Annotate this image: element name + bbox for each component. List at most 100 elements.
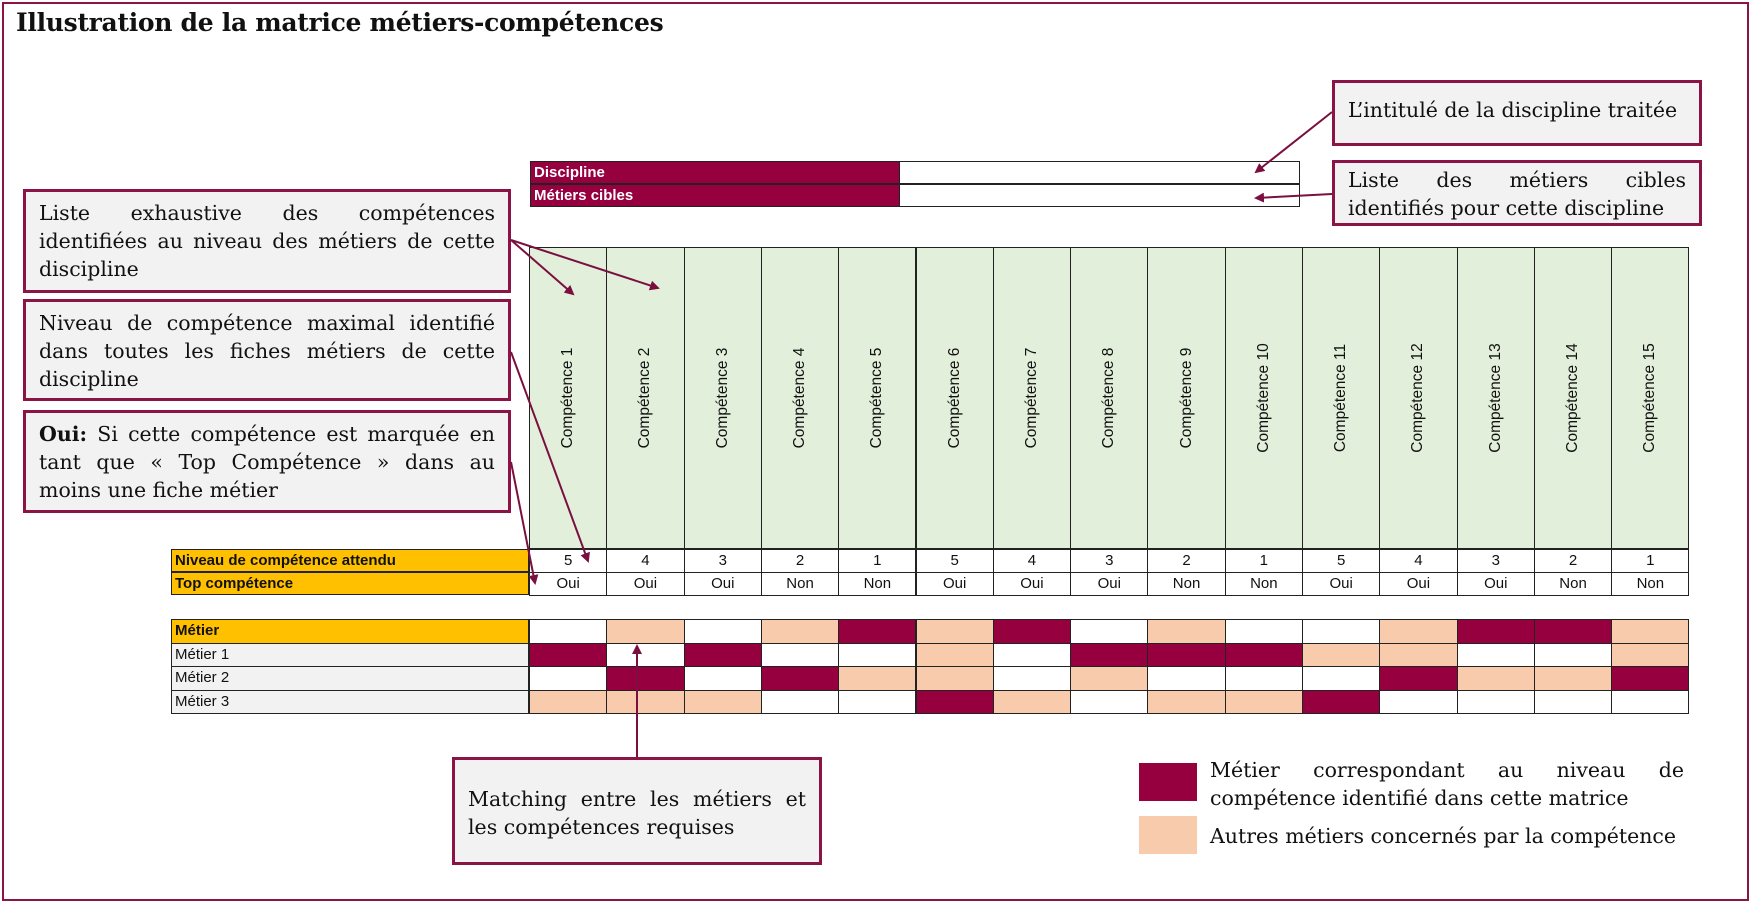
competence-header-label: Compétence 5: [868, 347, 886, 449]
matrix-cell: [1456, 666, 1535, 691]
matrix-cell: [1533, 689, 1613, 714]
matrix-cell: [1379, 689, 1458, 714]
matrix-cell: [1224, 642, 1303, 667]
matrix-cell: [1070, 619, 1149, 644]
legend-swatch-other: [1139, 816, 1197, 854]
matrix-cell: [1456, 689, 1535, 714]
competence-header: Compétence 7: [992, 247, 1072, 549]
competence-header: Compétence 5: [838, 247, 917, 549]
competence-header-label: Compétence 1: [559, 347, 577, 449]
matrix-cell: [1147, 666, 1226, 691]
competence-header-label: Compétence 11: [1332, 343, 1350, 453]
top-value-cell: Oui: [683, 572, 762, 596]
matrix-cell: [1302, 619, 1381, 644]
top-value-cell: Oui: [1302, 572, 1381, 596]
discipline-label: Discipline: [534, 164, 605, 181]
matrix-row-label: Métier 1: [171, 642, 529, 667]
top-value-cell: Oui: [529, 572, 608, 596]
callout-top-bold: Oui:: [39, 422, 88, 446]
competence-header-label: Compétence 6: [945, 347, 963, 449]
legend-swatch-match: [1139, 763, 1197, 801]
competence-header-label: Compétence 15: [1641, 343, 1659, 453]
callout-max-level: Niveau de compétence maximal identifié d…: [23, 299, 511, 401]
competence-header-label: Compétence 10: [1254, 343, 1272, 453]
matrix-cell: [1533, 642, 1613, 667]
level-value-cell: 1: [838, 549, 917, 573]
legend-other-text: Autres métiers concernés par la compéten…: [1210, 824, 1677, 848]
matrix-cell: [1611, 619, 1690, 644]
matrix-cell: [1611, 642, 1690, 667]
top-value-cell: Oui: [915, 572, 994, 596]
matrix-cell: [529, 689, 608, 714]
matrix-cell: [1070, 689, 1149, 714]
target-jobs-label: Métiers cibles: [534, 187, 634, 204]
matrix-row-label-text: Métier: [175, 622, 220, 639]
matrix-cell: [1379, 642, 1458, 667]
matrix-cell: [992, 666, 1072, 691]
matrix-cell: [992, 689, 1072, 714]
competence-header: Compétence 2: [606, 247, 685, 549]
matrix-cell: [529, 666, 608, 691]
matrix-cell: [992, 619, 1072, 644]
competence-header: Compétence 13: [1456, 247, 1535, 549]
matrix-cell: [1224, 619, 1303, 644]
matrix-cell: [1302, 642, 1381, 667]
level-value-cell: 2: [1147, 549, 1226, 573]
top-row-label: Top compétence: [171, 572, 529, 595]
matrix-cell: [683, 666, 762, 691]
callout-max-level-text: Niveau de compétence maximal identifié d…: [39, 311, 495, 391]
competence-header-label: Compétence 4: [791, 347, 809, 449]
callout-target-jobs-text: Liste des métiers cibles identifiés pour…: [1348, 168, 1686, 220]
matrix-cell: [1379, 619, 1458, 644]
matrix-cell: [1070, 666, 1149, 691]
level-value-cell: 5: [529, 549, 608, 573]
matrix-cell: [529, 619, 608, 644]
matrix-cell: [529, 642, 608, 667]
matrix-row-label: Métier 2: [171, 666, 529, 691]
matrix-cell: [838, 689, 917, 714]
competence-header-label: Compétence 9: [1177, 347, 1195, 449]
matrix-cell: [1224, 689, 1303, 714]
matrix-cell: [838, 666, 917, 691]
matrix-cell: [606, 642, 685, 667]
legend-match-text: Métier correspondant au niveau de compét…: [1210, 758, 1684, 810]
matrix-cell: [915, 689, 994, 714]
competence-header: Compétence 14: [1533, 247, 1613, 549]
matrix-cell: [1611, 666, 1690, 691]
matrix-cell: [1533, 619, 1613, 644]
matrix-row-label: Métier: [171, 619, 529, 644]
target-jobs-value-cell: [899, 184, 1300, 207]
page-title: Illustration de la matrice métiers-compé…: [16, 8, 664, 37]
level-value-cell: 1: [1611, 549, 1690, 573]
callout-discipline-title: L’intitulé de la discipline traitée: [1332, 80, 1702, 146]
competence-header: Compétence 15: [1611, 247, 1690, 549]
matrix-cell: [1070, 642, 1149, 667]
competence-header: Compétence 1: [529, 247, 608, 549]
callout-skills-list: Liste exhaustive des compétences identif…: [23, 189, 511, 293]
discipline-label-cell: Discipline: [530, 161, 900, 184]
competence-header-label: Compétence 8: [1100, 347, 1118, 449]
top-value-cell: Oui: [606, 572, 685, 596]
level-value-cell: 5: [915, 549, 994, 573]
competence-header: Compétence 12: [1379, 247, 1458, 549]
level-value-cell: 2: [760, 549, 840, 573]
target-jobs-label-cell: Métiers cibles: [530, 184, 900, 207]
top-value-cell: Non: [1147, 572, 1226, 596]
level-value-cell: 4: [1379, 549, 1458, 573]
matrix-cell: [838, 642, 917, 667]
matrix-cell: [1533, 666, 1613, 691]
top-value-cell: Oui: [1070, 572, 1149, 596]
competence-header-label: Compétence 13: [1486, 343, 1504, 453]
level-value-cell: 4: [992, 549, 1072, 573]
matrix-cell: [1147, 642, 1226, 667]
matrix-cell: [1147, 689, 1226, 714]
competence-header-label: Compétence 2: [636, 347, 654, 449]
callout-top-text: Si cette compétence est marquée en tant …: [39, 422, 495, 502]
level-value-cell: 2: [1533, 549, 1613, 573]
matrix-cell: [915, 619, 994, 644]
competence-header: Compétence 11: [1302, 247, 1381, 549]
matrix-row-label-text: Métier 3: [175, 692, 230, 710]
callout-top-competence: Oui: Si cette compétence est marquée en …: [23, 410, 511, 513]
level-row-label-text: Niveau de compétence attendu: [175, 552, 396, 569]
